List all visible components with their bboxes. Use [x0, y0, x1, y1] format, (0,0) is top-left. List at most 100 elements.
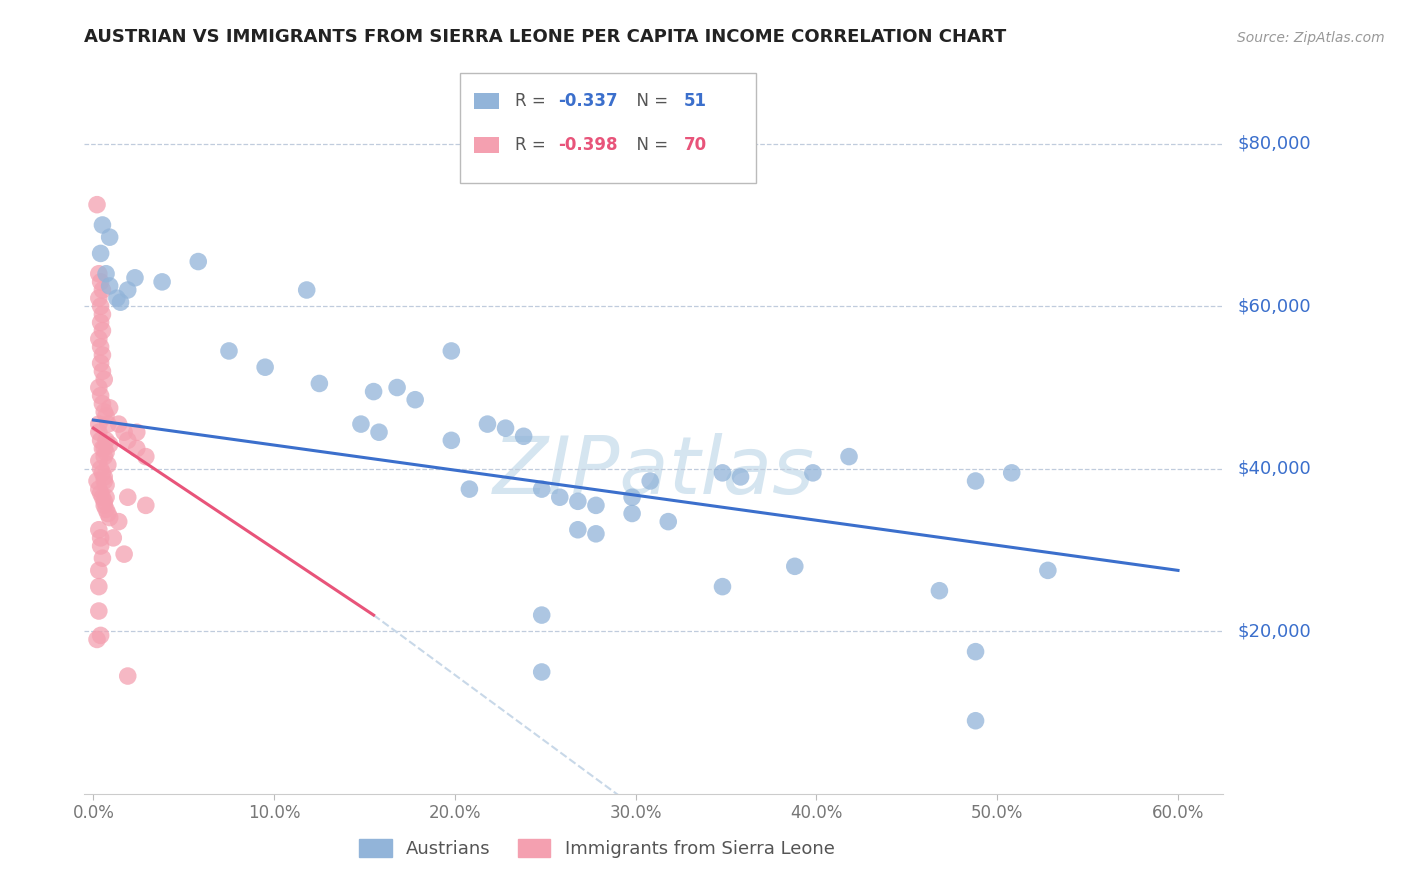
- Point: [97, 458, 120, 472]
- Point: [105, 291, 128, 305]
- Point: [93, 499, 115, 513]
- Point: [94, 267, 117, 281]
- Point: [90, 275, 112, 289]
- Text: $80,000: $80,000: [1237, 135, 1312, 153]
- Point: [965, 474, 987, 488]
- Point: [87, 453, 110, 467]
- Point: [87, 291, 110, 305]
- Point: [91, 283, 114, 297]
- Point: [308, 376, 330, 391]
- Point: [94, 490, 117, 504]
- Point: [86, 197, 108, 211]
- Point: [567, 523, 589, 537]
- Point: [965, 714, 987, 728]
- Text: ZIPatlas: ZIPatlas: [492, 433, 815, 511]
- Point: [91, 364, 114, 378]
- Point: [458, 482, 481, 496]
- Point: [87, 604, 110, 618]
- FancyBboxPatch shape: [460, 73, 756, 183]
- Point: [87, 380, 110, 394]
- Point: [93, 470, 115, 484]
- Point: [103, 531, 125, 545]
- Point: [86, 474, 108, 488]
- Point: [98, 230, 121, 244]
- Point: [440, 434, 463, 448]
- Point: [368, 425, 391, 440]
- Text: 51: 51: [683, 92, 706, 111]
- Point: [585, 499, 607, 513]
- Point: [91, 466, 114, 480]
- Text: N =: N =: [627, 92, 673, 111]
- Point: [90, 299, 112, 313]
- Point: [218, 343, 240, 358]
- Point: [93, 405, 115, 419]
- Point: [93, 442, 115, 456]
- FancyBboxPatch shape: [474, 137, 499, 153]
- Text: R =: R =: [515, 92, 551, 111]
- Point: [93, 372, 115, 386]
- Point: [90, 462, 112, 476]
- Y-axis label: Per Capita Income: Per Capita Income: [0, 352, 8, 504]
- Point: [530, 482, 553, 496]
- Point: [90, 246, 112, 260]
- Point: [91, 442, 114, 456]
- Point: [91, 490, 114, 504]
- Point: [91, 324, 114, 338]
- Point: [404, 392, 426, 407]
- Text: AUSTRIAN VS IMMIGRANTS FROM SIERRA LEONE PER CAPITA INCOME CORRELATION CHART: AUSTRIAN VS IMMIGRANTS FROM SIERRA LEONE…: [84, 28, 1007, 45]
- Legend: Austrians, Immigrants from Sierra Leone: Austrians, Immigrants from Sierra Leone: [352, 831, 842, 865]
- Point: [90, 316, 112, 330]
- Text: $40,000: $40,000: [1237, 459, 1312, 478]
- Point: [87, 580, 110, 594]
- Text: -0.337: -0.337: [558, 92, 617, 111]
- Point: [638, 474, 661, 488]
- Point: [1001, 466, 1024, 480]
- Point: [295, 283, 318, 297]
- Text: $60,000: $60,000: [1237, 297, 1312, 315]
- Point: [98, 510, 121, 524]
- Point: [87, 482, 110, 496]
- Point: [91, 218, 114, 232]
- Point: [621, 507, 644, 521]
- Point: [90, 434, 112, 448]
- Point: [117, 283, 139, 297]
- Point: [187, 254, 209, 268]
- Point: [124, 270, 146, 285]
- Point: [512, 429, 534, 443]
- Point: [585, 526, 607, 541]
- Point: [125, 442, 148, 456]
- Point: [87, 332, 110, 346]
- FancyBboxPatch shape: [474, 93, 499, 109]
- Point: [90, 539, 112, 553]
- Point: [90, 531, 112, 545]
- Point: [91, 348, 114, 362]
- Point: [98, 437, 121, 451]
- Point: [730, 470, 752, 484]
- Point: [530, 608, 553, 623]
- Point: [530, 665, 553, 679]
- Text: $20,000: $20,000: [1237, 623, 1312, 640]
- Point: [90, 628, 112, 642]
- Point: [87, 425, 110, 440]
- Point: [110, 295, 132, 310]
- Point: [94, 478, 117, 492]
- Point: [91, 397, 114, 411]
- Point: [548, 490, 571, 504]
- Point: [495, 421, 517, 435]
- Point: [567, 494, 589, 508]
- Point: [97, 507, 120, 521]
- Point: [928, 583, 950, 598]
- Point: [90, 340, 112, 354]
- Point: [86, 632, 108, 647]
- Text: -0.398: -0.398: [558, 136, 617, 154]
- Point: [90, 486, 112, 500]
- Point: [1036, 563, 1059, 577]
- Point: [150, 275, 173, 289]
- Point: [94, 409, 117, 423]
- Text: R =: R =: [515, 136, 551, 154]
- Point: [440, 343, 463, 358]
- Point: [125, 425, 148, 440]
- Text: 70: 70: [683, 136, 707, 154]
- Point: [135, 450, 157, 464]
- Point: [117, 669, 139, 683]
